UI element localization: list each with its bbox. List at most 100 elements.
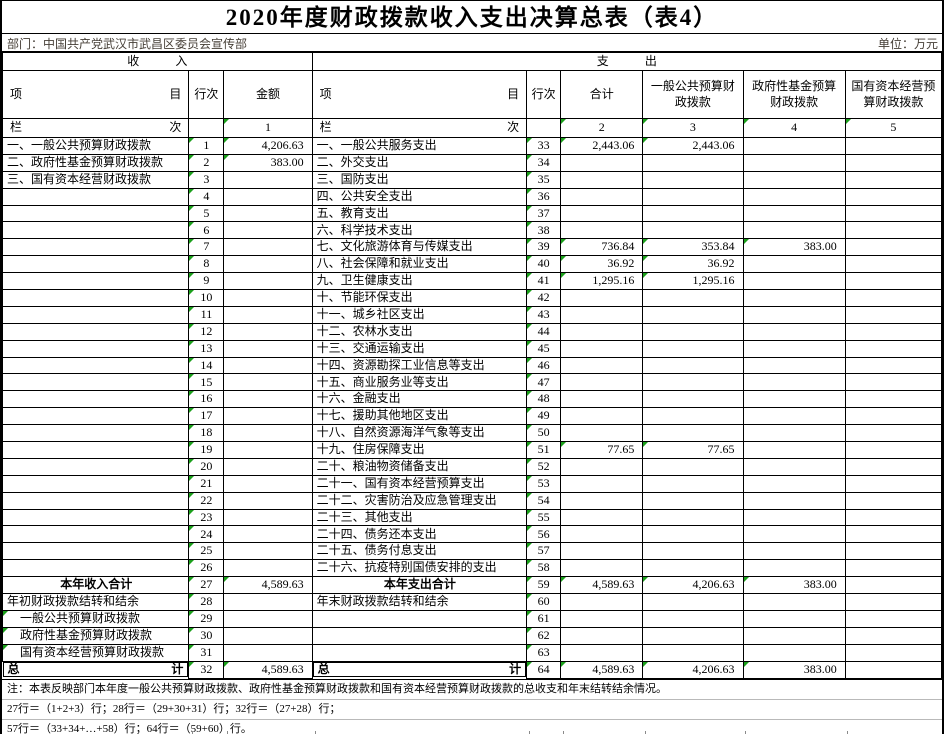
table-row: 三、国有资本经营财政拨款 3 三、国防支出 35 <box>2 170 942 189</box>
expenditure-item-cell: 九、卫生健康支出 <box>311 272 528 291</box>
income-amount-cell: 4,589.63 <box>223 576 313 595</box>
expenditure-total-cell <box>560 390 644 409</box>
expenditure-gov-fund-cell <box>742 221 846 240</box>
expenditure-gov-fund-header: 政府性基金预算财政拨款 <box>742 70 846 119</box>
expenditure-row-no-cell: 56 <box>526 525 562 544</box>
income-item-cell <box>2 289 190 307</box>
income-amount-cell <box>223 373 313 392</box>
income-row-no-cell: 12 <box>188 322 225 341</box>
expenditure-row-no-cell: 49 <box>526 407 562 426</box>
expenditure-col-index-4: 4 <box>742 118 846 138</box>
income-item-cell <box>2 525 190 544</box>
expenditure-row-no-cell: 39 <box>526 238 562 257</box>
expenditure-gov-fund-cell <box>742 204 846 223</box>
expenditure-gov-fund-cell <box>742 626 846 645</box>
table-row: 9 九、卫生健康支出 41 1,295.16 1,295.16 <box>2 272 942 291</box>
expenditure-row-no-cell: 42 <box>526 289 562 307</box>
expenditure-general-budget-cell: 77.65 <box>642 441 744 459</box>
expenditure-gov-fund-cell <box>742 593 846 611</box>
income-amount-header: 金额 <box>223 70 313 119</box>
expenditure-general-budget-cell: 4,206.63 <box>642 660 744 679</box>
expenditure-row-no-cell: 36 <box>526 187 562 206</box>
expenditure-row-no-cell: 43 <box>526 305 562 324</box>
expenditure-total-cell <box>560 305 644 324</box>
expenditure-item-cell: 十八、自然资源海洋气象等支出 <box>311 424 528 443</box>
table-row: 一、一般公共预算财政拨款 1 4,206.63 一、一般公共服务支出 33 2,443.0… <box>2 137 942 155</box>
expenditure-item-cell: 二、外交支出 <box>311 153 528 172</box>
expenditure-general-budget-cell <box>642 153 744 172</box>
table-row: 26 二十六、抗疫特别国债安排的支出 58 <box>2 559 942 578</box>
table-row: 国有资本经营预算财政拨款 31 63 <box>2 643 942 662</box>
expenditure-row-no-cell: 41 <box>526 272 562 291</box>
meta-row: 部门：中国共产党武汉市武昌区委员会宣传部 单位：万元 <box>2 34 942 52</box>
unit-label: 单位：万元 <box>877 36 938 51</box>
expenditure-state-capital-cell <box>844 356 942 375</box>
expenditure-total-header: 合计 <box>560 70 644 119</box>
income-item-cell: 一般公共预算财政拨款 <box>2 609 190 628</box>
expenditure-total-cell <box>560 457 644 476</box>
expenditure-general-budget-cell: 1,295.16 <box>642 272 744 291</box>
expenditure-general-budget-cell <box>642 221 744 240</box>
table-row: 15 十五、商业服务业等支出 47 <box>2 373 942 392</box>
income-row-no-cell: 13 <box>188 339 225 358</box>
expenditure-total-cell: 36.92 <box>560 255 644 274</box>
income-amount-cell <box>223 441 313 459</box>
expenditure-item-cell: 十五、商业服务业等支出 <box>311 373 528 392</box>
expenditure-item-cell: 二十三、其他支出 <box>311 508 528 527</box>
income-row-no-cell: 30 <box>188 626 225 645</box>
expenditure-row-no-cell: 46 <box>526 356 562 375</box>
expenditure-total-cell: 4,589.63 <box>560 576 644 595</box>
column-index-row: 栏 次 1 栏 次 2 3 4 5 <box>2 118 942 138</box>
expenditure-total-cell: 77.65 <box>560 441 644 459</box>
expenditure-total-cell <box>560 525 644 544</box>
income-item-cell: 一、一般公共预算财政拨款 <box>2 137 190 155</box>
expenditure-total-cell <box>560 356 644 375</box>
expenditure-state-capital-cell <box>844 542 942 561</box>
expenditure-row-no-cell: 35 <box>526 170 562 189</box>
expenditure-gov-fund-cell <box>742 255 846 274</box>
expenditure-state-capital-cell <box>844 626 942 645</box>
expenditure-item-cell: 一、一般公共服务支出 <box>311 137 528 155</box>
expenditure-gov-fund-cell <box>742 474 846 493</box>
income-amount-cell <box>223 525 313 544</box>
expenditure-total-cell <box>560 153 644 172</box>
income-row-no-cell: 29 <box>188 609 225 628</box>
expenditure-general-budget-cell: 353.84 <box>642 238 744 257</box>
income-amount-cell <box>223 238 313 257</box>
expenditure-general-budget-cell <box>642 170 744 189</box>
income-row-no-cell: 22 <box>188 491 225 510</box>
expenditure-general-budget-cell <box>642 559 744 578</box>
expenditure-state-capital-cell <box>844 660 942 679</box>
expenditure-general-budget-cell <box>642 457 744 476</box>
income-amount-cell <box>223 424 313 443</box>
expenditure-gov-fund-cell <box>742 137 846 155</box>
income-row-no-cell: 17 <box>188 407 225 426</box>
expenditure-gov-fund-cell <box>742 187 846 206</box>
income-amount-cell <box>223 457 313 476</box>
income-item-cell <box>2 559 190 578</box>
income-item-cell <box>2 508 190 527</box>
expenditure-gov-fund-cell <box>742 542 846 561</box>
expenditure-item-cell: 年末财政拨款结转和结余 <box>311 593 528 611</box>
expenditure-state-capital-cell <box>844 221 942 240</box>
income-item-cell <box>2 339 190 358</box>
income-row-no-cell: 32 <box>188 660 225 679</box>
expenditure-gov-fund-cell: 383.00 <box>742 238 846 257</box>
income-item-cell: 二、政府性基金预算财政拨款 <box>2 153 190 172</box>
expenditure-general-budget-cell <box>642 508 744 527</box>
expenditure-total-cell <box>560 187 644 206</box>
expenditure-total-cell: 736.84 <box>560 238 644 257</box>
income-amount-cell <box>223 626 313 645</box>
expenditure-item-cell: 十六、金融支出 <box>311 390 528 409</box>
income-row-no-cell: 26 <box>188 559 225 578</box>
income-item-cell <box>2 457 190 476</box>
expenditure-state-capital-cell <box>844 593 942 611</box>
income-item-cell <box>2 373 190 392</box>
income-row-no-cell: 15 <box>188 373 225 392</box>
income-item-cell <box>2 424 190 443</box>
table-row: 13 十三、交通运输支出 45 <box>2 339 942 358</box>
expenditure-gov-fund-cell: 383.00 <box>742 576 846 595</box>
expenditure-col-index-5: 5 <box>844 118 942 138</box>
expenditure-general-budget-cell <box>642 187 744 206</box>
expenditure-total-cell <box>560 424 644 443</box>
